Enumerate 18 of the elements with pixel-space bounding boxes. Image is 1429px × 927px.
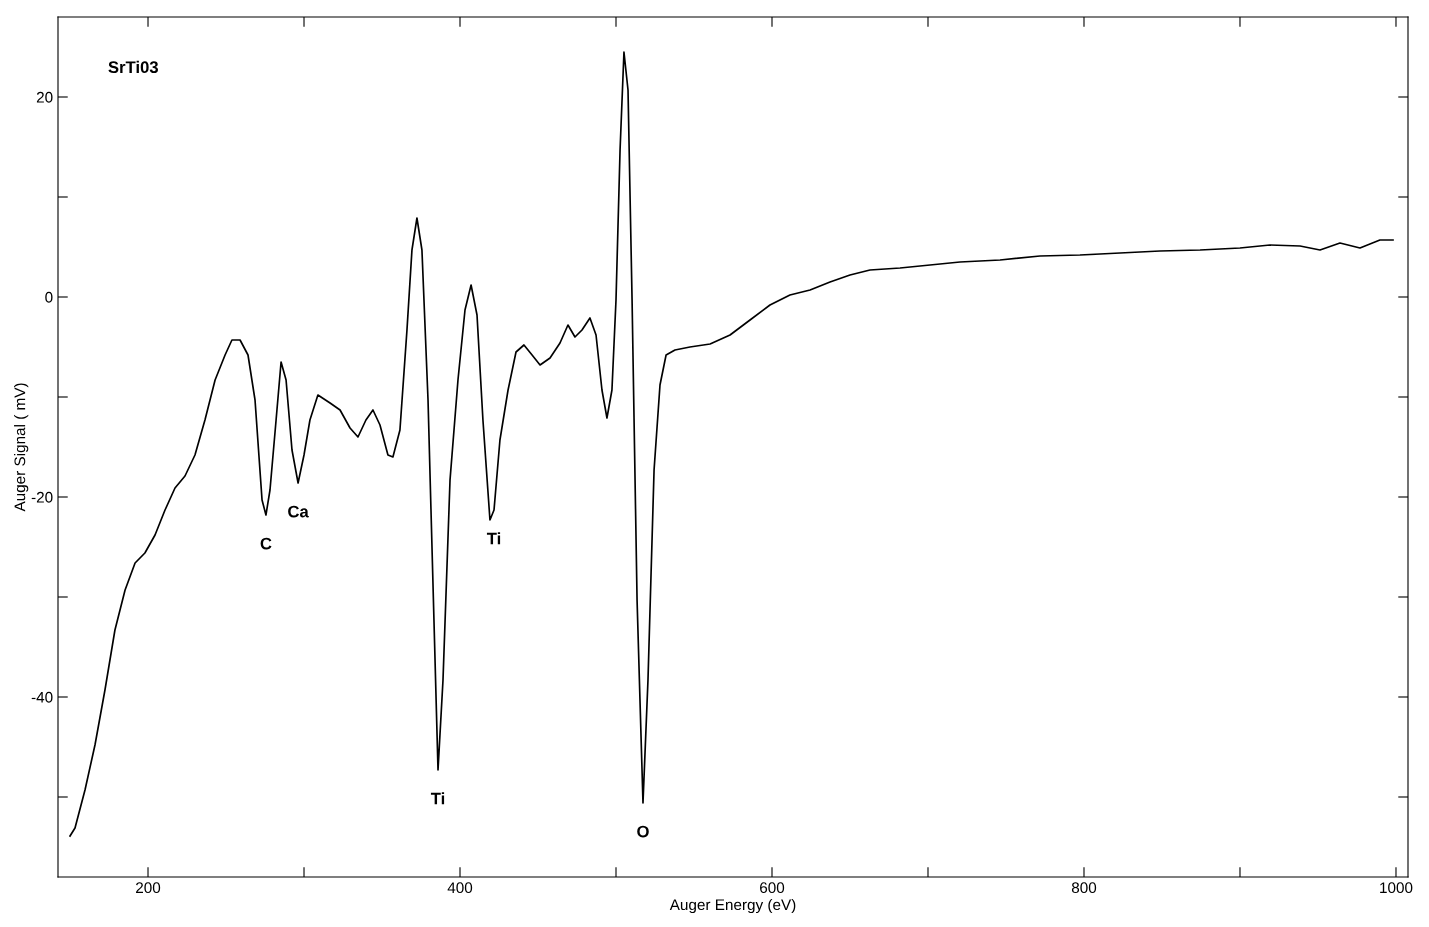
- y-tick-label: 0: [45, 291, 53, 303]
- annotation: Ti: [486, 532, 501, 545]
- annotation: O: [637, 825, 649, 838]
- annotation: Ti: [430, 792, 445, 805]
- y-tick-label: 20: [36, 91, 53, 103]
- y-axis-title: Auger Signal ( mV): [14, 383, 29, 512]
- y-tick-label: -20: [31, 491, 53, 503]
- x-tick-label: 600: [760, 882, 785, 894]
- y-tick-label: -40: [31, 691, 53, 703]
- x-axis-title: Auger Energy (eV): [669, 898, 796, 914]
- annotation: C: [260, 537, 272, 550]
- annotation: Ca: [288, 505, 309, 518]
- x-tick-label: 800: [1071, 882, 1097, 894]
- line-series: [69, 51, 1394, 837]
- annotation: SrTi03: [108, 60, 159, 74]
- x-tick-label: 200: [136, 882, 161, 894]
- x-tick-label: 1000: [1380, 882, 1413, 894]
- x-tick-label: 400: [447, 882, 473, 894]
